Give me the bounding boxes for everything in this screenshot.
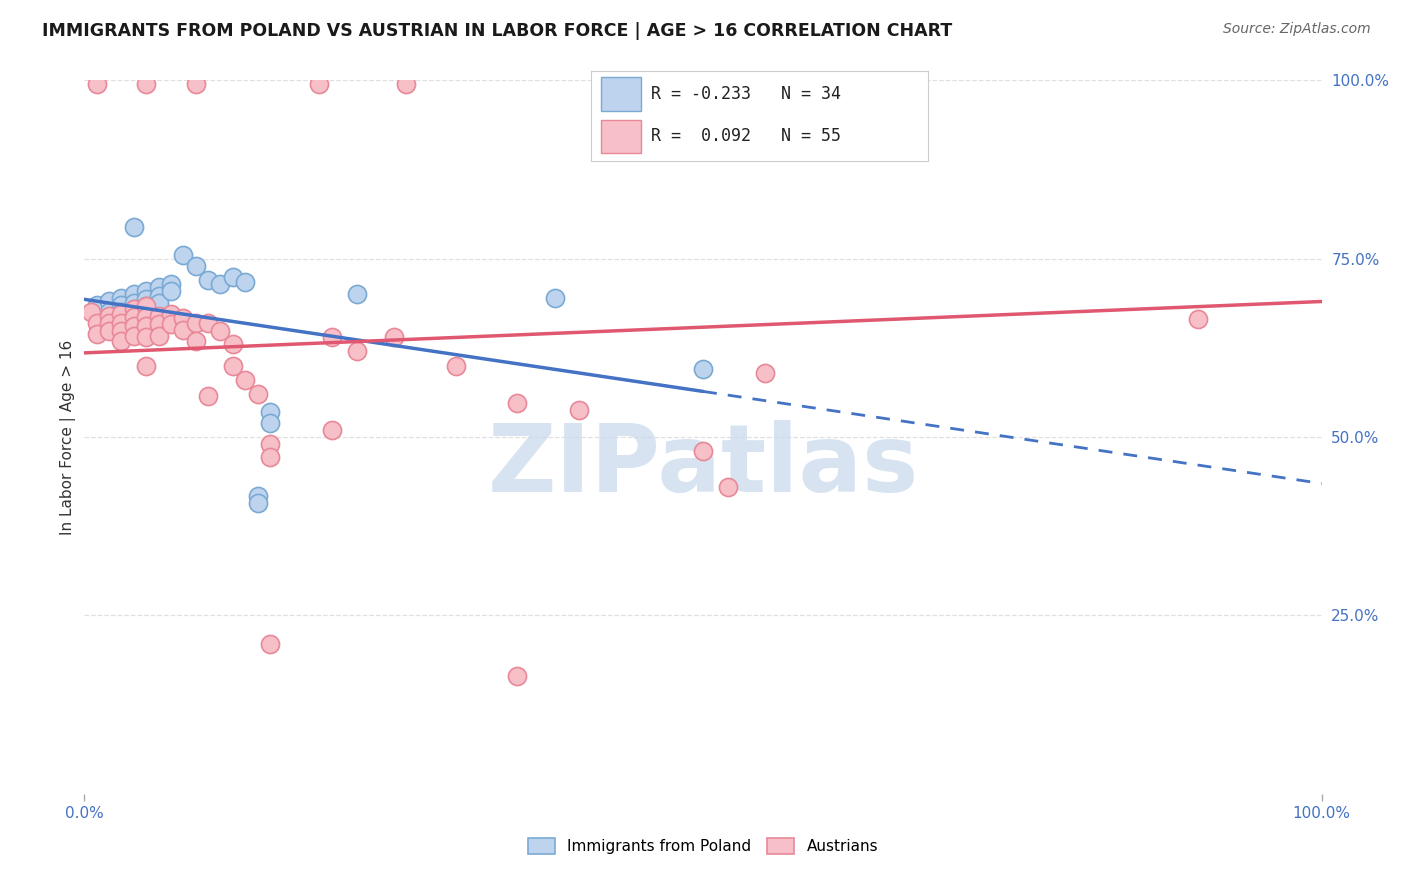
Text: ZIPatlas: ZIPatlas xyxy=(488,419,918,512)
Point xyxy=(172,248,194,262)
Point xyxy=(148,280,170,294)
Point xyxy=(346,344,368,359)
Point xyxy=(197,389,219,403)
Point xyxy=(122,296,145,310)
Point xyxy=(184,259,207,273)
Point xyxy=(135,300,157,314)
Point xyxy=(110,334,132,348)
Point xyxy=(184,334,207,348)
Point xyxy=(122,301,145,316)
Legend: Immigrants from Poland, Austrians: Immigrants from Poland, Austrians xyxy=(527,838,879,854)
Point xyxy=(135,330,157,344)
Point xyxy=(321,423,343,437)
Point xyxy=(110,307,132,321)
Point xyxy=(717,480,740,494)
Point xyxy=(395,77,418,91)
Point xyxy=(98,316,121,330)
Point xyxy=(98,312,121,326)
Point xyxy=(110,325,132,339)
Point xyxy=(172,310,194,325)
Point xyxy=(197,316,219,330)
Point xyxy=(222,337,245,351)
Point xyxy=(148,309,170,323)
Point xyxy=(233,373,256,387)
Bar xyxy=(600,77,641,111)
Point xyxy=(98,309,121,323)
Point xyxy=(122,319,145,334)
Point xyxy=(692,444,714,458)
Point xyxy=(135,293,157,307)
Point xyxy=(135,310,157,325)
Point xyxy=(246,496,269,510)
Point xyxy=(346,287,368,301)
Point xyxy=(110,298,132,312)
Point xyxy=(444,359,467,373)
Text: IMMIGRANTS FROM POLAND VS AUSTRIAN IN LABOR FORCE | AGE > 16 CORRELATION CHART: IMMIGRANTS FROM POLAND VS AUSTRIAN IN LA… xyxy=(42,22,952,40)
Point xyxy=(382,330,405,344)
Point xyxy=(692,362,714,376)
Point xyxy=(122,310,145,325)
Point xyxy=(160,284,183,298)
Point xyxy=(135,319,157,334)
Point xyxy=(79,305,101,319)
Point xyxy=(122,328,145,343)
Point xyxy=(259,637,281,651)
Point xyxy=(148,289,170,303)
Point xyxy=(86,298,108,312)
Point xyxy=(172,323,194,337)
Point xyxy=(246,489,269,503)
Point xyxy=(135,77,157,91)
Point xyxy=(160,277,183,291)
Point xyxy=(148,296,170,310)
Point xyxy=(110,309,132,323)
Point xyxy=(160,307,183,321)
Point xyxy=(259,437,281,451)
Point xyxy=(233,275,256,289)
Point xyxy=(222,359,245,373)
Point xyxy=(568,403,591,417)
Point xyxy=(110,305,132,319)
Y-axis label: In Labor Force | Age > 16: In Labor Force | Age > 16 xyxy=(60,340,76,534)
Point xyxy=(110,291,132,305)
Text: R =  0.092   N = 55: R = 0.092 N = 55 xyxy=(651,128,841,145)
Point xyxy=(122,219,145,234)
Point xyxy=(184,316,207,330)
Point xyxy=(543,291,565,305)
Point xyxy=(160,318,183,332)
Point xyxy=(184,77,207,91)
Point xyxy=(148,318,170,332)
Point xyxy=(122,287,145,301)
Point xyxy=(110,316,132,330)
Point xyxy=(259,416,281,430)
Point xyxy=(308,77,330,91)
Point xyxy=(98,305,121,319)
Point xyxy=(259,450,281,464)
Point xyxy=(506,669,529,683)
Point xyxy=(321,330,343,344)
Point xyxy=(122,301,145,316)
Text: R = -0.233   N = 34: R = -0.233 N = 34 xyxy=(651,85,841,103)
Point xyxy=(148,328,170,343)
Point xyxy=(222,269,245,284)
Point xyxy=(135,359,157,373)
Text: Source: ZipAtlas.com: Source: ZipAtlas.com xyxy=(1223,22,1371,37)
Point xyxy=(86,77,108,91)
Point xyxy=(86,326,108,341)
Point xyxy=(209,277,232,291)
Point xyxy=(98,325,121,339)
Point xyxy=(1187,312,1209,326)
Point xyxy=(754,366,776,380)
Point xyxy=(135,300,157,314)
Point xyxy=(98,294,121,309)
Point xyxy=(246,387,269,401)
Point xyxy=(135,284,157,298)
Point xyxy=(197,273,219,287)
Bar xyxy=(600,120,641,153)
Point xyxy=(506,396,529,410)
Point xyxy=(122,307,145,321)
Point xyxy=(86,316,108,330)
Point xyxy=(259,405,281,419)
Point xyxy=(209,325,232,339)
